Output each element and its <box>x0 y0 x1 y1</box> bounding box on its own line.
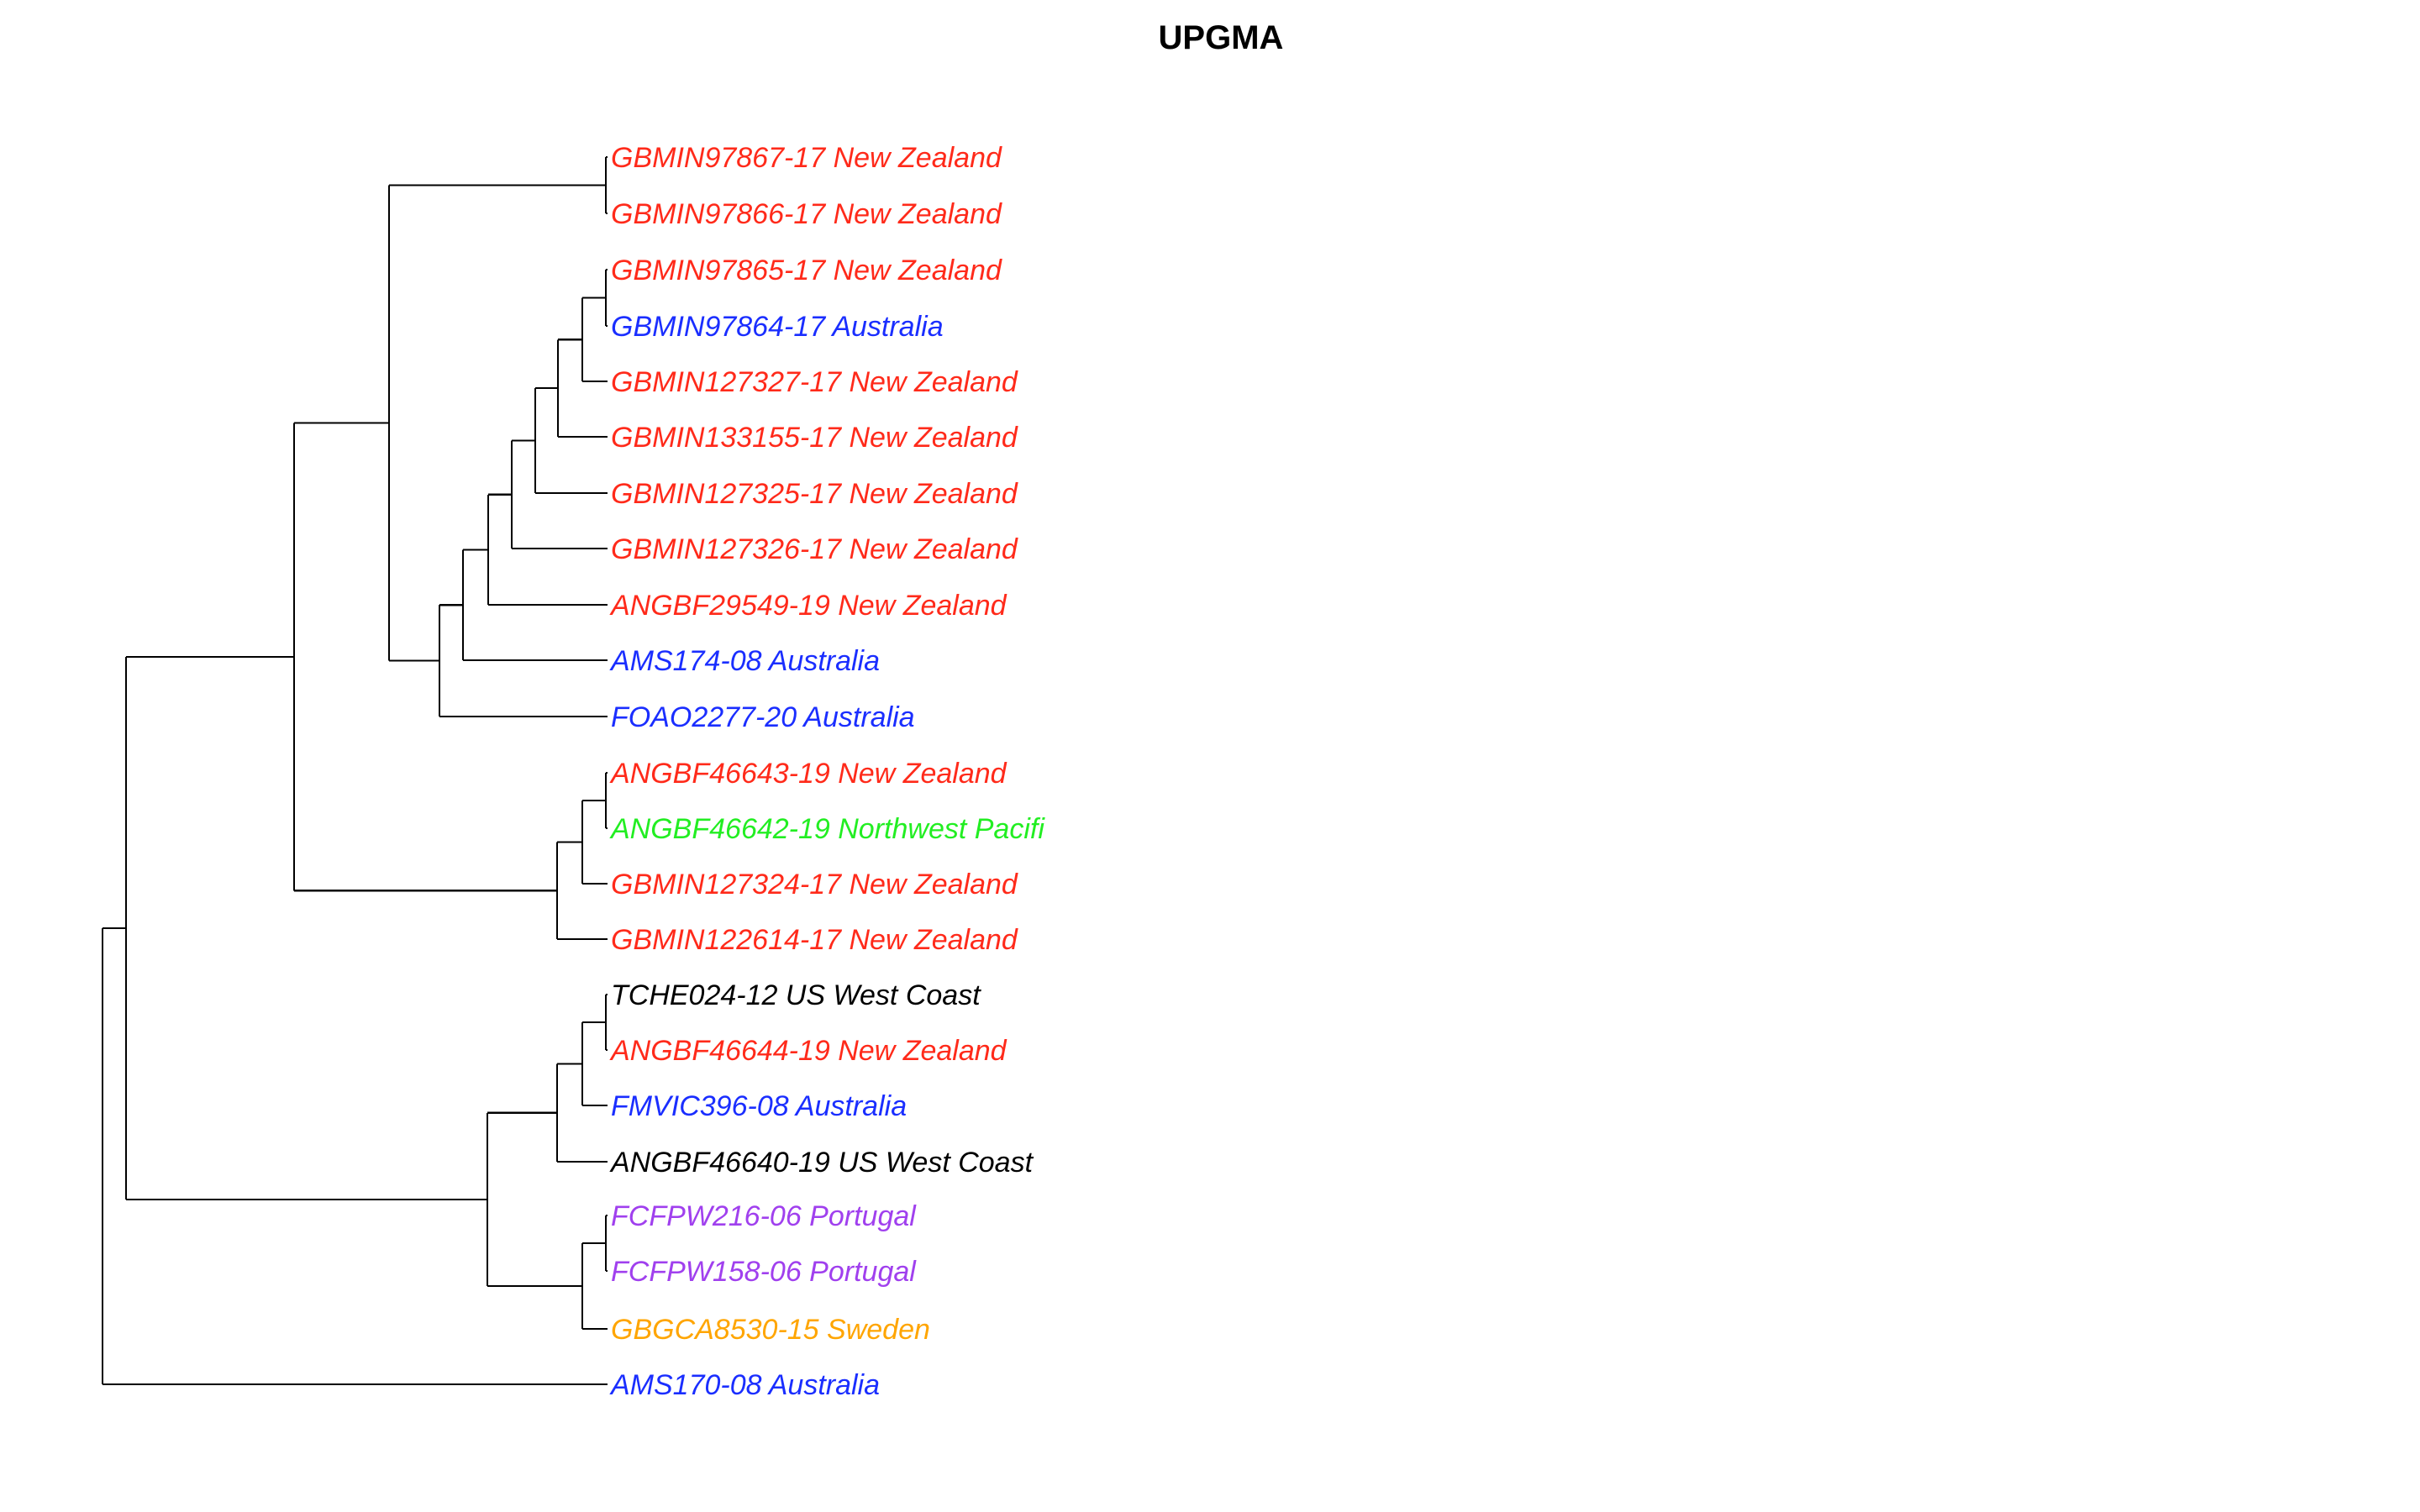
tip-label: ANGBF46642-19 Northwest Pacifi <box>609 813 1045 845</box>
tip-label: FCFPW216-06 Portugal <box>611 1200 917 1232</box>
tip-label: GBMIN127324-17 New Zealand <box>611 869 1018 900</box>
tip-label: GBMIN122614-17 New Zealand <box>611 924 1018 956</box>
tip-label: GBMIN97865-17 New Zealand <box>611 255 1002 286</box>
tip-label: AMS170-08 Australia <box>609 1369 880 1401</box>
tip-label: GBMIN127326-17 New Zealand <box>611 533 1018 565</box>
tip-label: ANGBF46640-19 US West Coast <box>609 1147 1034 1179</box>
tip-label: GBMIN127325-17 New Zealand <box>611 478 1018 510</box>
figure-title: UPGMA <box>1159 19 1284 56</box>
tip-label: ANGBF46644-19 New Zealand <box>609 1035 1007 1067</box>
tree-branches <box>101 155 608 1386</box>
tip-label: FCFPW158-06 Portugal <box>611 1256 917 1288</box>
tip-label: GBMIN97867-17 New Zealand <box>611 142 1002 174</box>
tip-label: GBMIN133155-17 New Zealand <box>611 422 1018 454</box>
tip-label: GBMIN127327-17 New Zealand <box>611 366 1018 398</box>
tip-label: FMVIC396-08 Australia <box>611 1090 907 1122</box>
tip-label: GBMIN97866-17 New Zealand <box>611 198 1002 230</box>
tip-label: GBMIN97864-17 Australia <box>611 311 944 343</box>
tip-labels: GBMIN97867-17 New Zealand GBMIN97866-17 N… <box>609 142 1045 1401</box>
tip-label: FOAO2277-20 Australia <box>611 701 915 733</box>
tip-label: AMS174-08 Australia <box>609 645 880 677</box>
tip-label: ANGBF46643-19 New Zealand <box>609 758 1007 790</box>
tip-label: GBGCA8530-15 Sweden <box>611 1314 930 1346</box>
tip-label: TCHE024-12 US West Coast <box>611 979 981 1011</box>
tip-label: ANGBF29549-19 New Zealand <box>609 590 1007 622</box>
